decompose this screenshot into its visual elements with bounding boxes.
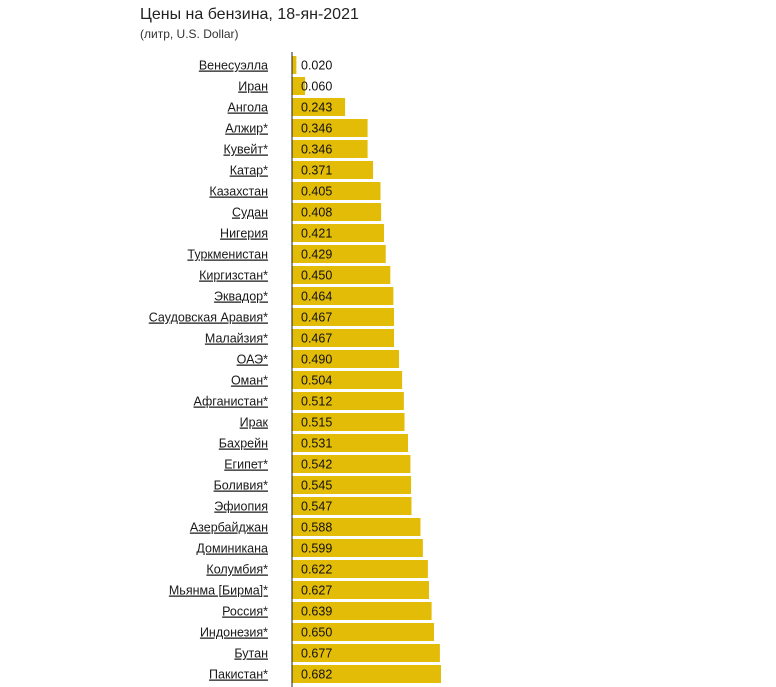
bar xyxy=(292,434,409,452)
value-label: 0.531 xyxy=(301,437,332,451)
value-label: 0.512 xyxy=(301,395,332,409)
category-label[interactable]: Пакистан* xyxy=(209,668,268,682)
bar xyxy=(292,203,382,221)
category-label[interactable]: Доминикана xyxy=(196,542,268,556)
category-label[interactable]: Саудовская Аравия* xyxy=(149,311,268,325)
value-label: 0.450 xyxy=(301,269,332,283)
category-label[interactable]: Бахрейн xyxy=(219,437,268,451)
bar xyxy=(292,539,423,557)
value-label: 0.650 xyxy=(301,626,332,640)
category-label[interactable]: Россия* xyxy=(222,605,268,619)
value-label: 0.677 xyxy=(301,647,332,661)
value-label: 0.599 xyxy=(301,542,332,556)
value-label: 0.421 xyxy=(301,227,332,241)
category-label[interactable]: Нигерия xyxy=(220,227,268,241)
bar xyxy=(292,623,435,641)
bar xyxy=(292,119,368,137)
bar xyxy=(292,329,395,347)
value-label: 0.429 xyxy=(301,248,332,262)
category-label[interactable]: Бутан xyxy=(234,647,268,661)
value-label: 0.627 xyxy=(301,584,332,598)
category-label[interactable]: Венесуэлла xyxy=(199,59,268,73)
category-label[interactable]: Мьянма [Бирма]* xyxy=(169,584,268,598)
value-label: 0.060 xyxy=(301,80,332,94)
bar xyxy=(292,287,394,305)
value-label: 0.371 xyxy=(301,164,332,178)
chart-subtitle: (литр, U.S. Dollar) xyxy=(140,27,239,41)
value-label: 0.346 xyxy=(301,122,332,136)
category-label[interactable]: Индонезия* xyxy=(200,626,268,640)
value-label: 0.464 xyxy=(301,290,332,304)
value-label: 0.346 xyxy=(301,143,332,157)
value-label: 0.020 xyxy=(301,59,332,73)
bar xyxy=(292,455,411,473)
category-label[interactable]: Оман* xyxy=(231,374,268,388)
bar xyxy=(292,392,404,410)
category-label[interactable]: Эквадор* xyxy=(214,290,268,304)
value-label: 0.504 xyxy=(301,374,332,388)
value-label: 0.639 xyxy=(301,605,332,619)
bar xyxy=(292,308,395,326)
category-label[interactable]: Афганистан* xyxy=(194,395,269,409)
category-label[interactable]: Судан xyxy=(232,206,268,220)
value-label: 0.467 xyxy=(301,332,332,346)
bar xyxy=(292,497,412,515)
bar xyxy=(292,581,429,599)
bar xyxy=(292,665,441,683)
category-label[interactable]: Казахстан xyxy=(209,185,268,199)
value-label: 0.515 xyxy=(301,416,332,430)
category-label[interactable]: Киргизстан* xyxy=(199,269,268,283)
category-label[interactable]: ОАЭ* xyxy=(237,353,268,367)
category-label[interactable]: Ирак xyxy=(240,416,269,430)
category-label[interactable]: Алжир* xyxy=(225,122,268,136)
category-label[interactable]: Ангола xyxy=(228,101,268,115)
bar xyxy=(292,56,297,74)
category-label[interactable]: Кувейт* xyxy=(223,143,268,157)
category-label[interactable]: Иран xyxy=(238,80,268,94)
bar xyxy=(292,182,381,200)
category-label[interactable]: Азербайджан xyxy=(190,521,268,535)
chart-title: Цены на бензина, 18-ян-2021 xyxy=(140,6,359,23)
bar xyxy=(292,476,412,494)
category-label[interactable]: Туркменистан xyxy=(187,248,268,262)
value-label: 0.588 xyxy=(301,521,332,535)
bar xyxy=(292,644,440,662)
bar xyxy=(292,518,421,536)
category-label[interactable]: Колумбия* xyxy=(206,563,268,577)
bar xyxy=(292,560,428,578)
bar xyxy=(292,602,432,620)
category-label[interactable]: Боливия* xyxy=(214,479,269,493)
bar xyxy=(292,98,346,116)
category-label[interactable]: Египет* xyxy=(224,458,268,472)
bar xyxy=(292,161,374,179)
bar xyxy=(292,224,384,242)
value-label: 0.622 xyxy=(301,563,332,577)
category-label[interactable]: Катар* xyxy=(230,164,268,178)
bar xyxy=(292,245,386,263)
value-label: 0.408 xyxy=(301,206,332,220)
bar xyxy=(292,140,368,158)
bar xyxy=(292,77,306,95)
value-label: 0.467 xyxy=(301,311,332,325)
value-label: 0.547 xyxy=(301,500,332,514)
category-label[interactable]: Малайзия* xyxy=(205,332,268,346)
value-label: 0.542 xyxy=(301,458,332,472)
bar xyxy=(292,413,405,431)
value-label: 0.545 xyxy=(301,479,332,493)
value-label: 0.405 xyxy=(301,185,332,199)
bar xyxy=(292,371,403,389)
value-label: 0.243 xyxy=(301,101,332,115)
value-label: 0.682 xyxy=(301,668,332,682)
bar xyxy=(292,266,391,284)
value-label: 0.490 xyxy=(301,353,332,367)
category-label[interactable]: Эфиопия xyxy=(214,500,268,514)
bar xyxy=(292,350,400,368)
